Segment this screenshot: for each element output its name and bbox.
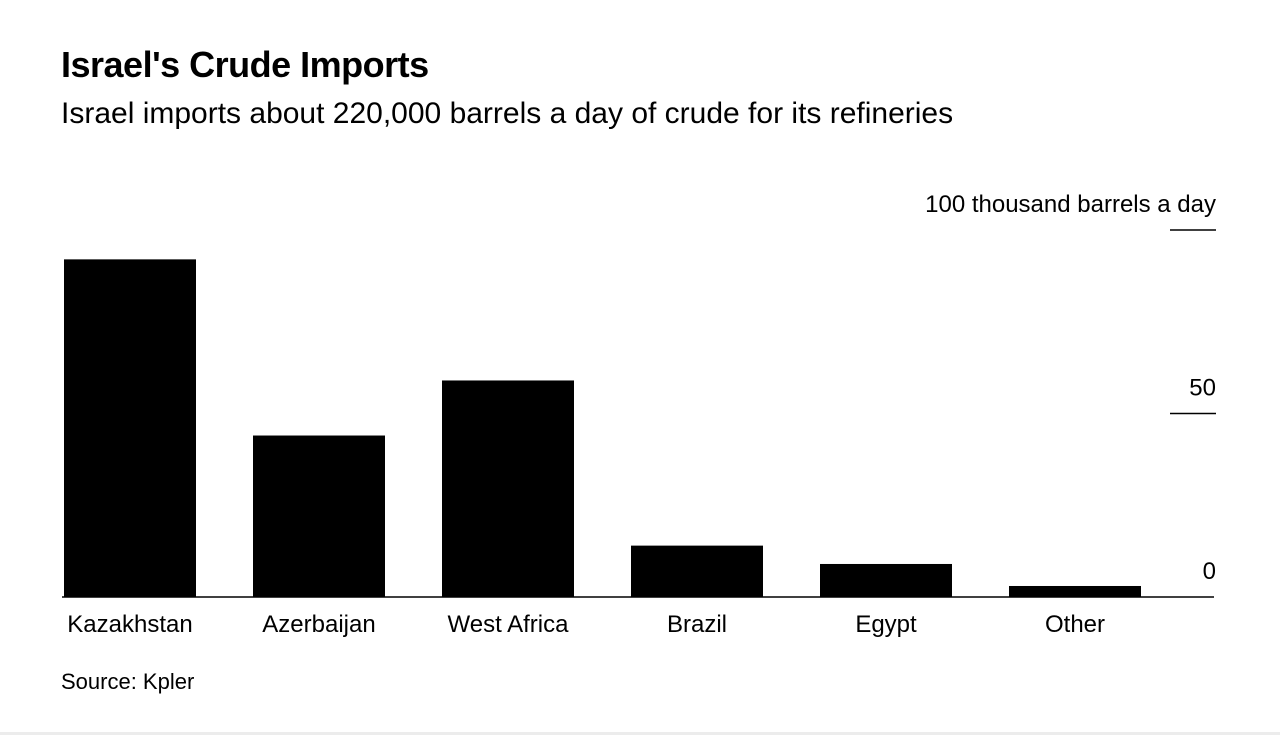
bottom-divider [0, 732, 1280, 735]
bar-west-africa [442, 380, 574, 597]
x-tick-label: Azerbaijan [262, 611, 375, 638]
bar-kazakhstan [64, 259, 196, 597]
chart-subtitle: Israel imports about 220,000 barrels a d… [61, 97, 954, 130]
x-tick-label: Other [1045, 611, 1105, 638]
x-tick-label: Kazakhstan [67, 611, 192, 638]
x-tick-label: Brazil [667, 611, 727, 638]
bar-azerbaijan [253, 435, 385, 597]
y-tick-label: 50 [1189, 375, 1216, 402]
y-tick-label: 0 [1203, 558, 1216, 585]
bar-egypt [820, 563, 952, 597]
x-tick-label: Egypt [855, 611, 917, 638]
bar-brazil [631, 545, 763, 597]
source-note: Source: Kpler [61, 669, 195, 694]
x-tick-label: West Africa [448, 611, 570, 638]
bar-other [1009, 585, 1141, 597]
y-tick-label: 100 thousand barrels a day [925, 191, 1216, 218]
chart-title: Israel's Crude Imports [61, 44, 429, 85]
